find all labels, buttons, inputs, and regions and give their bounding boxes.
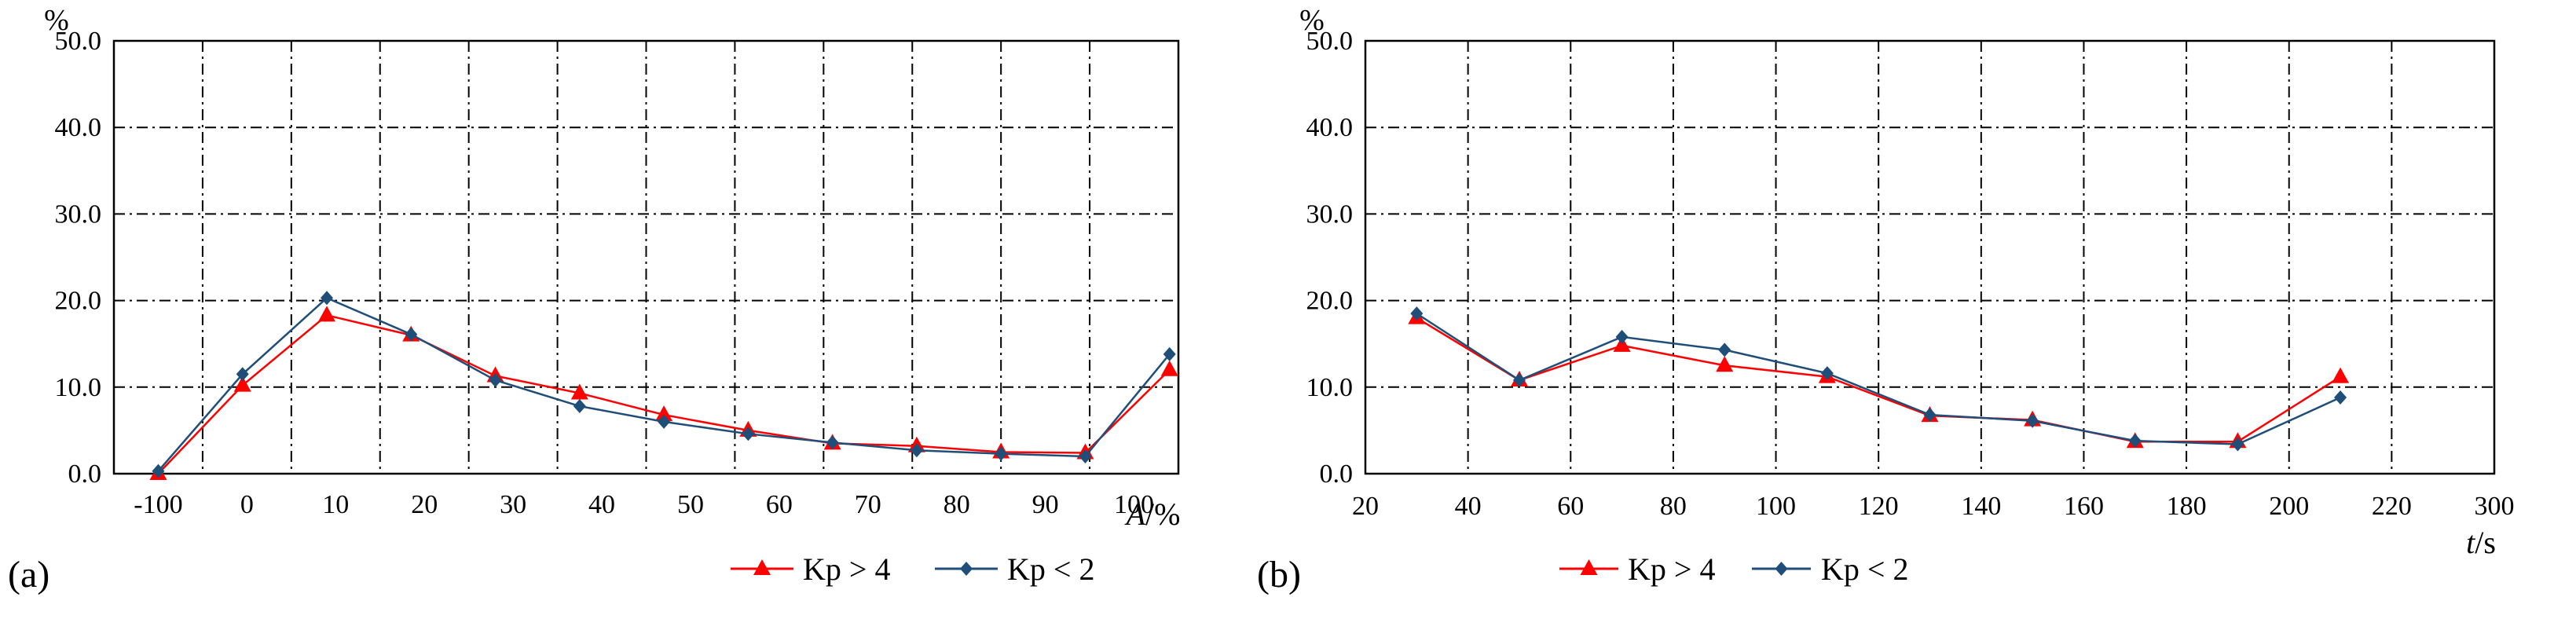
x-axis-label-var: A (1124, 496, 1146, 532)
data-point-diamond (2128, 434, 2142, 449)
data-point-diamond (658, 414, 671, 429)
data-point-diamond (910, 443, 923, 458)
y-tick-label: 10.0 (1306, 373, 1354, 402)
data-point-diamond (1512, 372, 1526, 387)
x-tick-label: 60 (1557, 492, 1584, 521)
data-point-diamond (1410, 306, 1424, 321)
x-tick-label: 80 (944, 490, 970, 519)
x-tick-label: 100 (1756, 492, 1796, 521)
legend-marker-diamond (960, 562, 973, 576)
x-tick-label: 80 (1660, 492, 1687, 521)
x-tick-label: 0 (240, 490, 254, 519)
data-point-diamond (2334, 390, 2347, 405)
x-tick-label: 140 (1961, 492, 2001, 521)
x-tick-label: 20 (1352, 492, 1379, 521)
series-line-kp-gt-4 (157, 313, 1171, 474)
data-point-diamond (152, 463, 165, 478)
data-point-diamond (1615, 329, 1629, 344)
x-axis-label-unit: /s (2475, 525, 2496, 560)
legend-label: Kp > 4 (1628, 551, 1715, 587)
data-point-diamond (236, 367, 249, 382)
panel-label: (b) (1257, 554, 1301, 595)
y-tick-label: 50.0 (55, 27, 102, 56)
x-tick-label: 50 (677, 490, 704, 519)
legend-label: Kp < 2 (1821, 551, 1908, 587)
data-point-diamond (742, 427, 755, 441)
y-tick-label: 0.0 (68, 460, 102, 489)
y-tick-label: 30.0 (1306, 200, 1354, 229)
data-point-triangle (233, 375, 251, 392)
legend-marker-diamond (1775, 562, 1788, 576)
data-point-diamond (1079, 449, 1092, 463)
data-point-diamond (489, 372, 502, 387)
data-point-diamond (826, 435, 839, 450)
chart-panel-b: 0.0 10.0 20.0 30.0 40.0 50.0 20 40 60 80 100 120 140… (1257, 4, 2515, 595)
x-tick-label: 300 (2475, 492, 2515, 521)
data-point-diamond (573, 399, 586, 414)
series-line-kp-lt-2 (157, 296, 1171, 472)
data-point-triangle (570, 383, 588, 400)
y-tick-label: 40.0 (55, 113, 102, 142)
data-point-triangle (318, 306, 335, 322)
data-point-diamond (321, 291, 333, 306)
y-tick-label: 10.0 (55, 373, 102, 402)
x-axis-label: t/s (2466, 525, 2496, 560)
x-axis-label: A/% (1124, 496, 1181, 532)
y-tick-label: 20.0 (55, 287, 102, 316)
x-tick-label: 180 (2167, 492, 2207, 521)
legend-marker-triangle (1580, 559, 1598, 575)
y-tick-label: 40.0 (1306, 113, 1354, 142)
x-tick-label: 160 (2064, 492, 2104, 521)
series-line-kp-lt-2 (1416, 313, 2341, 445)
x-axis-label-var: t (2466, 525, 2475, 560)
x-tick-label: 100 (1114, 490, 1154, 519)
data-point-triangle (1613, 335, 1631, 352)
y-tick-label: 20.0 (1306, 287, 1354, 316)
data-point-triangle (1716, 356, 1734, 372)
x-tick-label: 30 (500, 490, 526, 519)
panel-label: (a) (8, 554, 49, 595)
y-tick-label: 30.0 (55, 200, 102, 229)
data-point-diamond (1820, 366, 1834, 381)
y-axis-label: % (44, 4, 69, 37)
legend-label: Kp > 4 (803, 551, 890, 587)
x-tick-label: 90 (1032, 490, 1059, 519)
x-tick-label: 40 (588, 490, 615, 519)
x-tick-label: 120 (1859, 492, 1899, 521)
y-tick-label: 50.0 (1306, 27, 1354, 56)
x-tick-label: 20 (411, 490, 438, 519)
x-tick-label: -100 (134, 490, 182, 519)
x-axis-label-unit: /% (1145, 496, 1180, 532)
data-point-diamond (995, 446, 1008, 461)
data-point-diamond (2231, 437, 2244, 452)
x-tick-label: 200 (2269, 492, 2309, 521)
x-tick-label: 60 (766, 490, 793, 519)
chart-panel-a: 0.0 10.0 20.0 30.0 40.0 50.0 -100 0 10 20 30 40 50 60… (8, 4, 1180, 595)
data-point-triangle (2332, 367, 2350, 383)
x-tick-label: 70 (855, 490, 881, 519)
y-tick-label: 0.0 (1320, 460, 1354, 489)
plot-area-border (1364, 39, 2496, 475)
data-point-diamond (1923, 408, 1937, 423)
y-axis-label: % (1299, 4, 1325, 37)
x-tick-label: 40 (1455, 492, 1482, 521)
data-point-diamond (1163, 346, 1176, 361)
legend-label: Kp < 2 (1007, 551, 1094, 587)
legend-marker-triangle (753, 559, 771, 575)
data-point-triangle (655, 405, 673, 422)
data-point-triangle (1160, 360, 1178, 376)
data-point-diamond (405, 327, 418, 342)
plot-area-border (112, 39, 1180, 475)
x-tick-label: 10 (322, 490, 349, 519)
data-point-diamond (2026, 413, 2039, 428)
x-tick-label: 220 (2372, 492, 2412, 521)
data-point-diamond (1718, 342, 1731, 357)
